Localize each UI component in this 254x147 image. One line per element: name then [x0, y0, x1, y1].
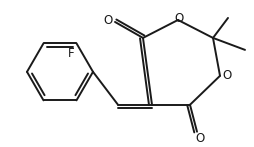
- Text: O: O: [221, 69, 231, 82]
- Text: O: O: [195, 132, 204, 145]
- Text: O: O: [103, 14, 112, 27]
- Text: F: F: [68, 47, 74, 60]
- Text: O: O: [174, 12, 183, 25]
